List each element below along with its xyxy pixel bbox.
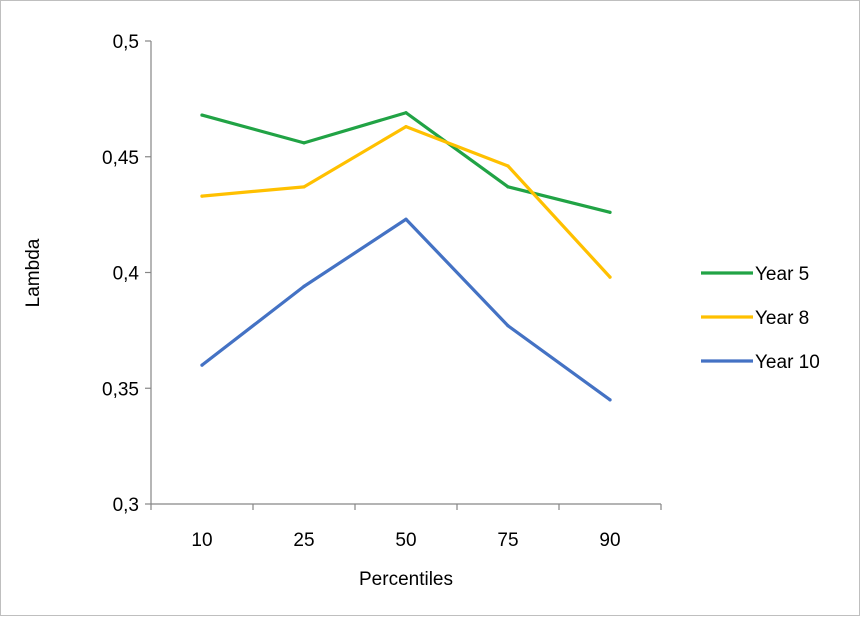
x-tick-label: 10	[191, 530, 212, 551]
data-point	[608, 398, 612, 402]
data-point	[404, 217, 408, 221]
data-point	[506, 324, 510, 328]
series-lines	[200, 111, 612, 402]
data-point	[302, 185, 306, 189]
y-tick-label: 0,35	[102, 379, 139, 400]
y-tick-labels: 0,3 0,35 0,4 0,45 0,5	[102, 32, 139, 516]
series-line-year-10	[200, 217, 612, 402]
y-tick-label: 0,5	[113, 32, 139, 53]
y-tick-label: 0,45	[102, 148, 139, 169]
y-tick-label: 0,4	[113, 264, 140, 285]
data-point	[608, 275, 612, 279]
x-axis-title: Percentiles	[359, 569, 453, 590]
data-point	[608, 210, 612, 214]
x-tick-label: 25	[293, 530, 314, 551]
legend-label: Year 5	[755, 264, 809, 285]
legend: Year 5 Year 8 Year 10	[701, 264, 820, 373]
data-point	[404, 125, 408, 129]
series-line-year-8	[200, 125, 612, 279]
legend-label: Year 8	[755, 308, 809, 329]
data-point	[404, 111, 408, 115]
data-point	[200, 363, 204, 367]
y-axis-title: Lambda	[23, 238, 44, 307]
data-point	[200, 113, 204, 117]
legend-label: Year 10	[755, 352, 820, 373]
x-tick-label: 90	[599, 530, 620, 551]
axes	[145, 40, 662, 510]
x-tick-labels: 10 25 50 75 90	[191, 530, 620, 551]
data-point	[302, 141, 306, 145]
data-point	[302, 284, 306, 288]
x-tick-label: 75	[497, 530, 518, 551]
data-point	[506, 164, 510, 168]
y-tick-label: 0,3	[113, 495, 139, 516]
x-tick-label: 50	[395, 530, 416, 551]
data-point	[200, 194, 204, 198]
data-point	[506, 185, 510, 189]
